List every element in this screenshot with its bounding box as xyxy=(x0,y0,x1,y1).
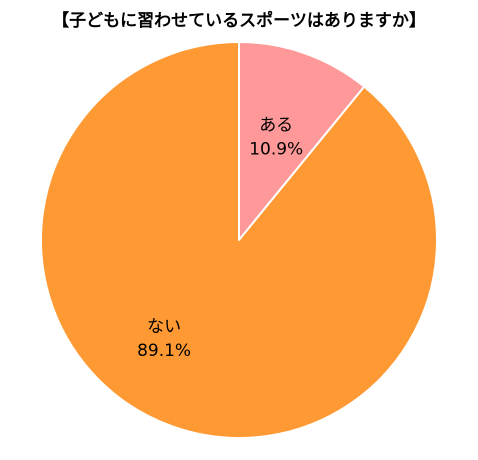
slice-percent-label: 89.1% xyxy=(137,341,191,361)
slice-category-label: ない xyxy=(147,317,181,337)
slice-percent-label: 10.9% xyxy=(249,140,303,160)
pie-slice-aru xyxy=(238,41,366,241)
slice-category-label: ある xyxy=(259,116,293,136)
pie-slice-nai xyxy=(40,41,438,439)
pie-labels: ある 10.9% ない 89.1% xyxy=(137,116,303,362)
chart-title: 【子どもに習わせているスポーツはありますか】 xyxy=(52,11,426,31)
pie-slices xyxy=(40,41,438,439)
